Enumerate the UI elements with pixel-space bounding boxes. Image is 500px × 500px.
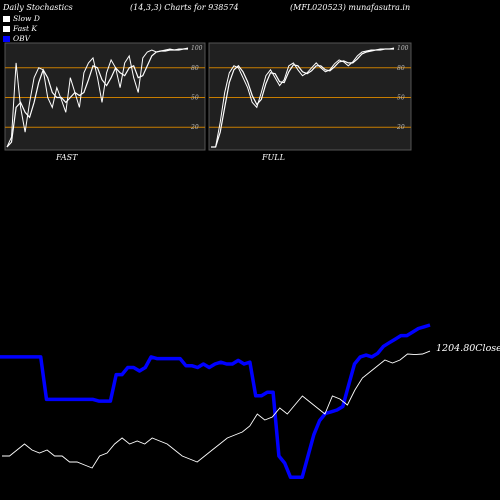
legend-obv: OBV — [3, 34, 30, 43]
full-tick-20: 20 — [396, 124, 405, 131]
full-panel-title: FULL — [262, 153, 285, 162]
full-tick-80: 80 — [397, 65, 405, 72]
legend-swatch-obv — [3, 35, 10, 42]
full-series-fast-k — [211, 47, 395, 148]
legend-swatch-fast-k — [3, 25, 10, 32]
legend-swatch-slow-d — [3, 15, 10, 22]
legend-slow-d: Slow D — [3, 14, 40, 23]
legend-label-slow-d: Slow D — [13, 14, 40, 23]
fast-panel-title: FAST — [56, 153, 78, 162]
chart-params: (14,3,3) Charts for 938574 — [130, 3, 239, 12]
fast-tick-100: 100 — [191, 45, 203, 52]
chart-title: Daily Stochastics — [3, 3, 73, 12]
legend-label-fast-k: Fast K — [13, 24, 38, 33]
fast-tick-80: 80 — [191, 65, 199, 72]
full-panel-frame — [208, 42, 412, 151]
full-tick-50: 50 — [397, 95, 405, 102]
close-price-line — [2, 350, 431, 469]
obv-line — [0, 323, 431, 480]
site-label: (MFL020523) munafasutra.in — [290, 3, 411, 12]
fast-series-slow-d — [6, 48, 188, 148]
fast-panel-frame — [4, 42, 206, 151]
full-tick-100: 100 — [397, 45, 409, 52]
fast-tick-20: 20 — [190, 124, 199, 131]
legend-fast-k: Fast K — [3, 24, 37, 33]
close-price-label: 1204.80Close — [436, 343, 500, 354]
legend-label-obv: OBV — [13, 34, 31, 43]
full-series-slow-d — [211, 48, 394, 148]
fast-tick-50: 50 — [191, 95, 199, 102]
